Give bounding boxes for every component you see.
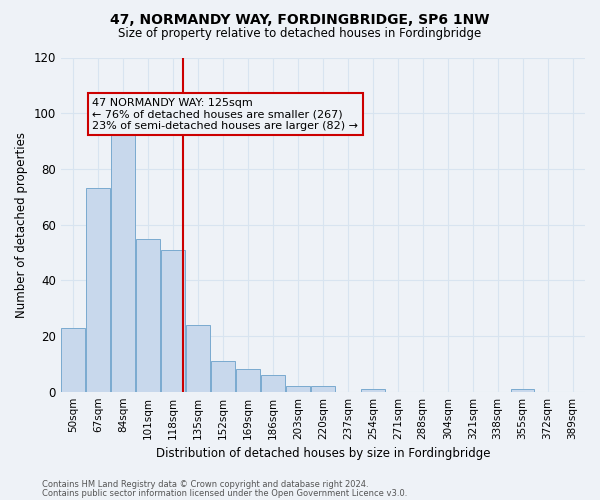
Bar [511,389,535,392]
Bar [161,250,185,392]
Bar [86,188,110,392]
Bar [261,375,285,392]
Text: Contains public sector information licensed under the Open Government Licence v3: Contains public sector information licen… [42,489,407,498]
Bar [236,370,260,392]
Bar [311,386,335,392]
Bar [361,389,385,392]
Bar [286,386,310,392]
Text: Size of property relative to detached houses in Fordingbridge: Size of property relative to detached ho… [118,28,482,40]
Text: 47 NORMANDY WAY: 125sqm
← 76% of detached houses are smaller (267)
23% of semi-d: 47 NORMANDY WAY: 125sqm ← 76% of detache… [92,98,358,131]
Bar [112,127,135,392]
Text: 47, NORMANDY WAY, FORDINGBRIDGE, SP6 1NW: 47, NORMANDY WAY, FORDINGBRIDGE, SP6 1NW [110,12,490,26]
Bar [211,361,235,392]
X-axis label: Distribution of detached houses by size in Fordingbridge: Distribution of detached houses by size … [155,447,490,460]
Y-axis label: Number of detached properties: Number of detached properties [15,132,28,318]
Text: Contains HM Land Registry data © Crown copyright and database right 2024.: Contains HM Land Registry data © Crown c… [42,480,368,489]
Bar [186,325,210,392]
Bar [136,238,160,392]
Bar [61,328,85,392]
